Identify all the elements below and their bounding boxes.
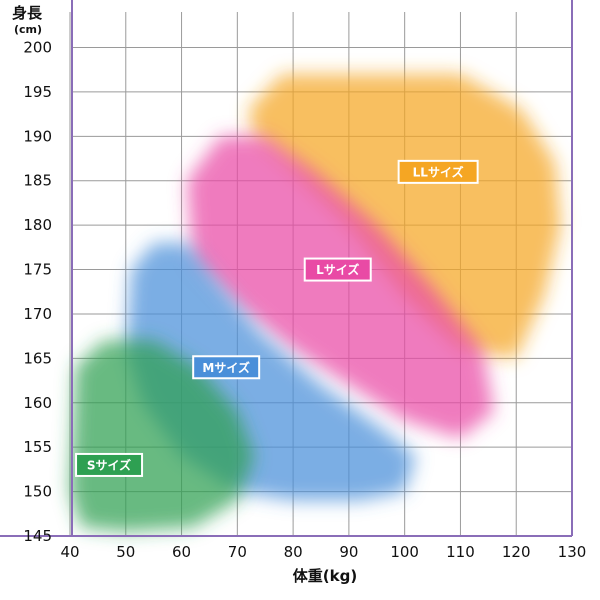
y-tick-145: 145	[23, 527, 52, 545]
x-tick-70: 70	[228, 543, 247, 561]
y-axis-title: 身長	[12, 4, 43, 22]
y-tick-165: 165	[23, 349, 52, 367]
x-axis-title: 体重(kg)	[293, 567, 357, 585]
y-tick-150: 150	[23, 483, 52, 501]
region-label-2: Lサイズ	[303, 257, 372, 282]
x-tick-80: 80	[284, 543, 303, 561]
region-label-text: LLサイズ	[413, 164, 464, 179]
region-label-text: Lサイズ	[316, 262, 359, 277]
region-1-area	[248, 74, 561, 359]
plot-frame	[0, 0, 573, 537]
y-tick-160: 160	[23, 394, 52, 412]
x-tick-100: 100	[390, 543, 419, 561]
y-tick-180: 180	[23, 216, 52, 234]
x-tick-130: 130	[558, 543, 587, 561]
y-tick-175: 175	[23, 261, 52, 279]
y-tick-190: 190	[23, 127, 52, 145]
size-regions	[70, 74, 561, 532]
y-axis-unit: (cm)	[14, 23, 42, 36]
y-tick-195: 195	[23, 83, 52, 101]
region-2-area	[187, 136, 494, 439]
y-tick-155: 155	[23, 438, 52, 456]
x-tick-90: 90	[339, 543, 358, 561]
x-tick-40: 40	[60, 543, 79, 561]
region-label-box	[303, 257, 372, 282]
region-label-3: Mサイズ	[192, 355, 261, 380]
region-labels: LLサイズ Lサイズ Mサイズ Sサイズ	[75, 159, 479, 477]
region-4-area	[70, 340, 255, 532]
x-tick-labels: 40 50 60 70 80 90 100 110 120 130	[60, 543, 586, 561]
y-tick-200: 200	[23, 39, 52, 57]
x-tick-60: 60	[172, 543, 191, 561]
region-label-box	[75, 452, 144, 477]
region-label-box	[192, 355, 261, 380]
x-tick-50: 50	[116, 543, 135, 561]
region-label-4: Sサイズ	[75, 452, 144, 477]
y-tick-185: 185	[23, 172, 52, 190]
region-label-box	[397, 159, 479, 184]
region-label-text: Mサイズ	[202, 360, 250, 375]
y-tick-labels: 145 150 155 160 165 170 175 180 185 190 195 200	[23, 39, 52, 545]
region-label-1: LLサイズ	[397, 159, 479, 184]
x-tick-110: 110	[446, 543, 475, 561]
x-tick-120: 120	[502, 543, 531, 561]
y-tick-170: 170	[23, 305, 52, 323]
region-label-text: Sサイズ	[87, 457, 131, 472]
